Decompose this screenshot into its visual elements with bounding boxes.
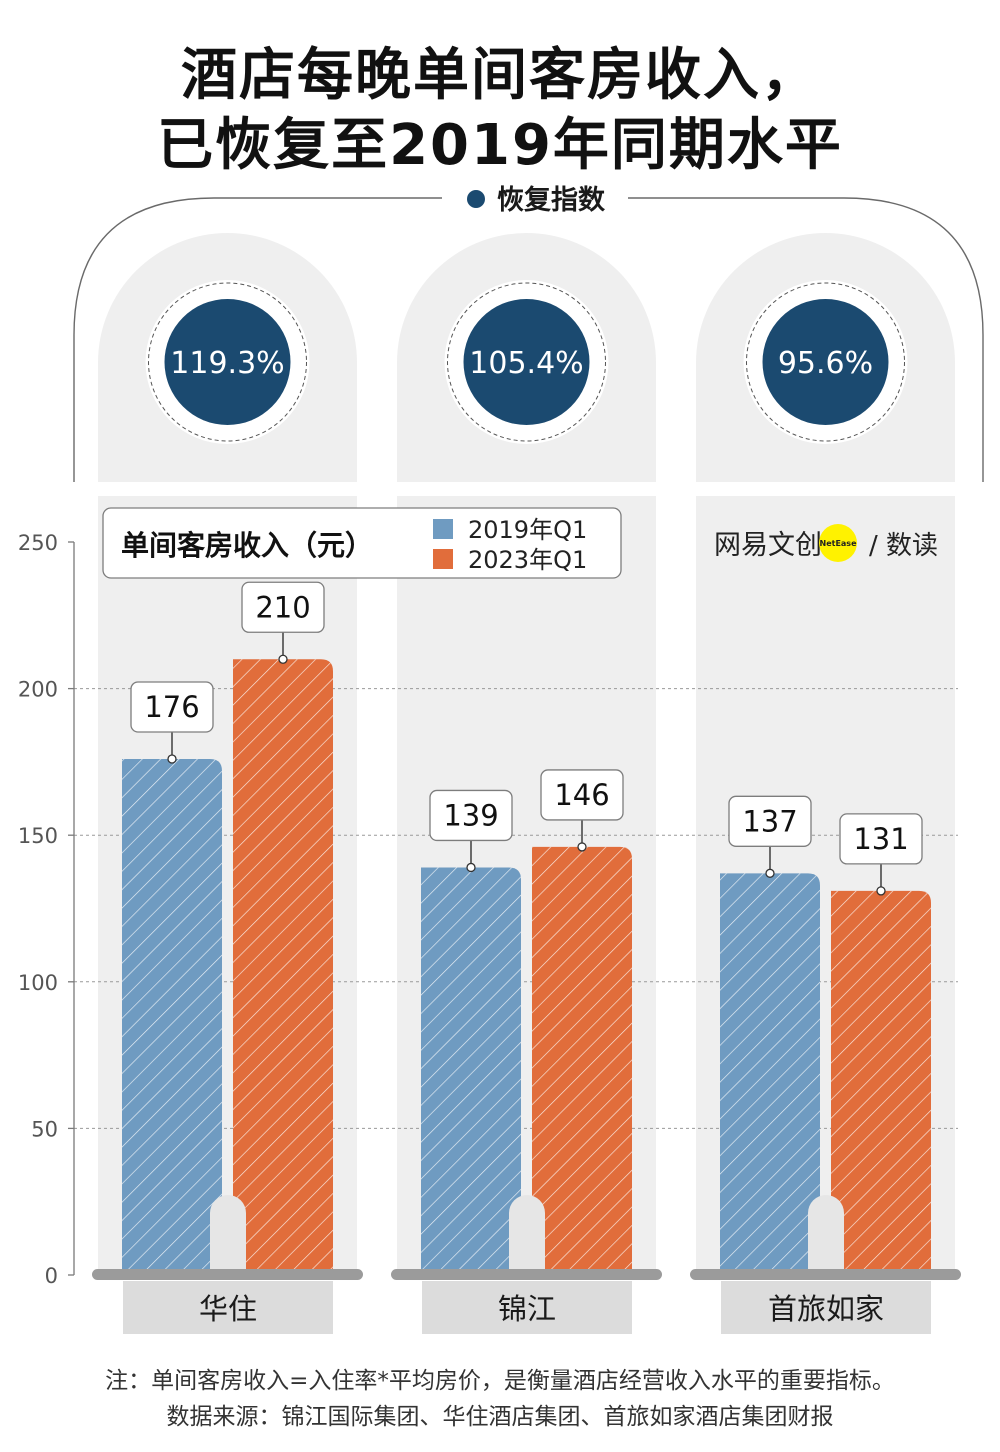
brand-suffix: / 数读 bbox=[869, 531, 938, 561]
title-line-1: 酒店每晚单间客房收入， bbox=[181, 43, 819, 108]
category-label: 锦江 bbox=[498, 1292, 556, 1326]
data-label-box bbox=[241, 581, 325, 633]
data-label-point bbox=[765, 868, 775, 878]
data-label: 176 bbox=[144, 690, 199, 724]
y-tick-label: 200 bbox=[18, 678, 58, 702]
category-label: 首旅如家 bbox=[768, 1292, 884, 1326]
legend-label-2019: 2019年Q1 bbox=[468, 516, 587, 544]
chart-title: 单间客房收入（元） bbox=[121, 529, 373, 562]
data-label-point bbox=[577, 842, 587, 852]
data-label-box bbox=[728, 795, 812, 847]
recovery-dashed-ring bbox=[447, 282, 606, 442]
base-pillar bbox=[808, 1195, 844, 1270]
base-pillar bbox=[509, 1195, 545, 1270]
recovery-dashed-ring bbox=[746, 282, 905, 442]
category-labels: 华住 锦江 首旅如家 bbox=[123, 1281, 931, 1334]
category-label: 华住 bbox=[199, 1292, 257, 1326]
recovery-circle bbox=[164, 299, 291, 425]
bar-hatch bbox=[122, 758, 222, 1275]
data-label: 139 bbox=[443, 798, 498, 832]
data-label: 210 bbox=[255, 590, 310, 624]
legend-label-2023: 2023年Q1 bbox=[468, 546, 587, 574]
bar-hatch bbox=[233, 659, 333, 1275]
brand-text: 网易文创 bbox=[714, 530, 822, 561]
outer-arch bbox=[73, 197, 984, 482]
category-label-bg bbox=[422, 1281, 632, 1334]
recovery-value: 105.4% bbox=[469, 346, 583, 381]
data-label-point bbox=[876, 886, 886, 896]
bar-hatch bbox=[532, 846, 632, 1275]
brand-logo: 网易文创 NetEase / 数读 bbox=[714, 524, 938, 562]
base-track bbox=[92, 1269, 363, 1280]
y-tick-label: 0 bbox=[45, 1264, 58, 1288]
category-label-bg bbox=[123, 1281, 333, 1334]
y-ticks: 0 50 100 150 200 250 bbox=[18, 531, 74, 1288]
data-label-box bbox=[540, 769, 624, 821]
base-track bbox=[391, 1269, 662, 1280]
bars: 176 210 139 146 137 131 bbox=[122, 581, 931, 1275]
y-tick-label: 50 bbox=[31, 1117, 58, 1141]
brand-yellow-dot bbox=[819, 524, 857, 562]
y-tick-label: 250 bbox=[18, 531, 58, 555]
recovery-value: 119.3% bbox=[170, 346, 284, 381]
title-line-2: 已恢复至2019年同期水平 bbox=[157, 113, 843, 178]
data-label-box bbox=[130, 681, 214, 733]
recovery-dashed-ring bbox=[148, 282, 307, 442]
data-label-box bbox=[429, 789, 513, 842]
data-label-point bbox=[167, 754, 177, 764]
bar-hatch bbox=[831, 890, 931, 1275]
source-line: 数据来源：锦江国际集团、华住酒店集团、首旅如家酒店集团财报 bbox=[166, 1404, 834, 1430]
recovery-circles: 119.3% 105.4% 95.6% bbox=[145, 280, 908, 444]
data-label-box bbox=[839, 813, 923, 865]
recovery-circle bbox=[463, 299, 590, 425]
recovery-circle bbox=[762, 299, 889, 425]
brand-badge: NetEase bbox=[820, 539, 858, 548]
data-label-point bbox=[466, 862, 476, 873]
data-label: 131 bbox=[853, 822, 908, 856]
legend-box: 单间客房收入（元） 2019年Q1 2023年Q1 bbox=[102, 507, 622, 579]
data-label: 137 bbox=[742, 804, 797, 838]
legend-swatch-2023 bbox=[433, 549, 453, 569]
recovery-dot-icon bbox=[467, 190, 485, 208]
legend-swatch-2019 bbox=[433, 519, 453, 539]
category-label-bg bbox=[721, 1281, 931, 1334]
recovery-value: 95.6% bbox=[778, 346, 873, 381]
bar-hatch bbox=[720, 873, 820, 1275]
base-decoration bbox=[92, 1195, 961, 1280]
bar-hatch bbox=[421, 867, 521, 1275]
base-track bbox=[690, 1269, 961, 1280]
y-tick-label: 150 bbox=[18, 824, 58, 848]
y-tick-label: 100 bbox=[18, 971, 58, 995]
recovery-label: 恢复指数 bbox=[497, 185, 606, 216]
data-label: 146 bbox=[554, 778, 609, 812]
note-line: 注：单间客房收入=入住率*平均房价，是衡量酒店经营收入水平的重要指标。 bbox=[105, 1368, 895, 1394]
base-pillar bbox=[210, 1195, 246, 1270]
data-label-point bbox=[278, 654, 288, 664]
